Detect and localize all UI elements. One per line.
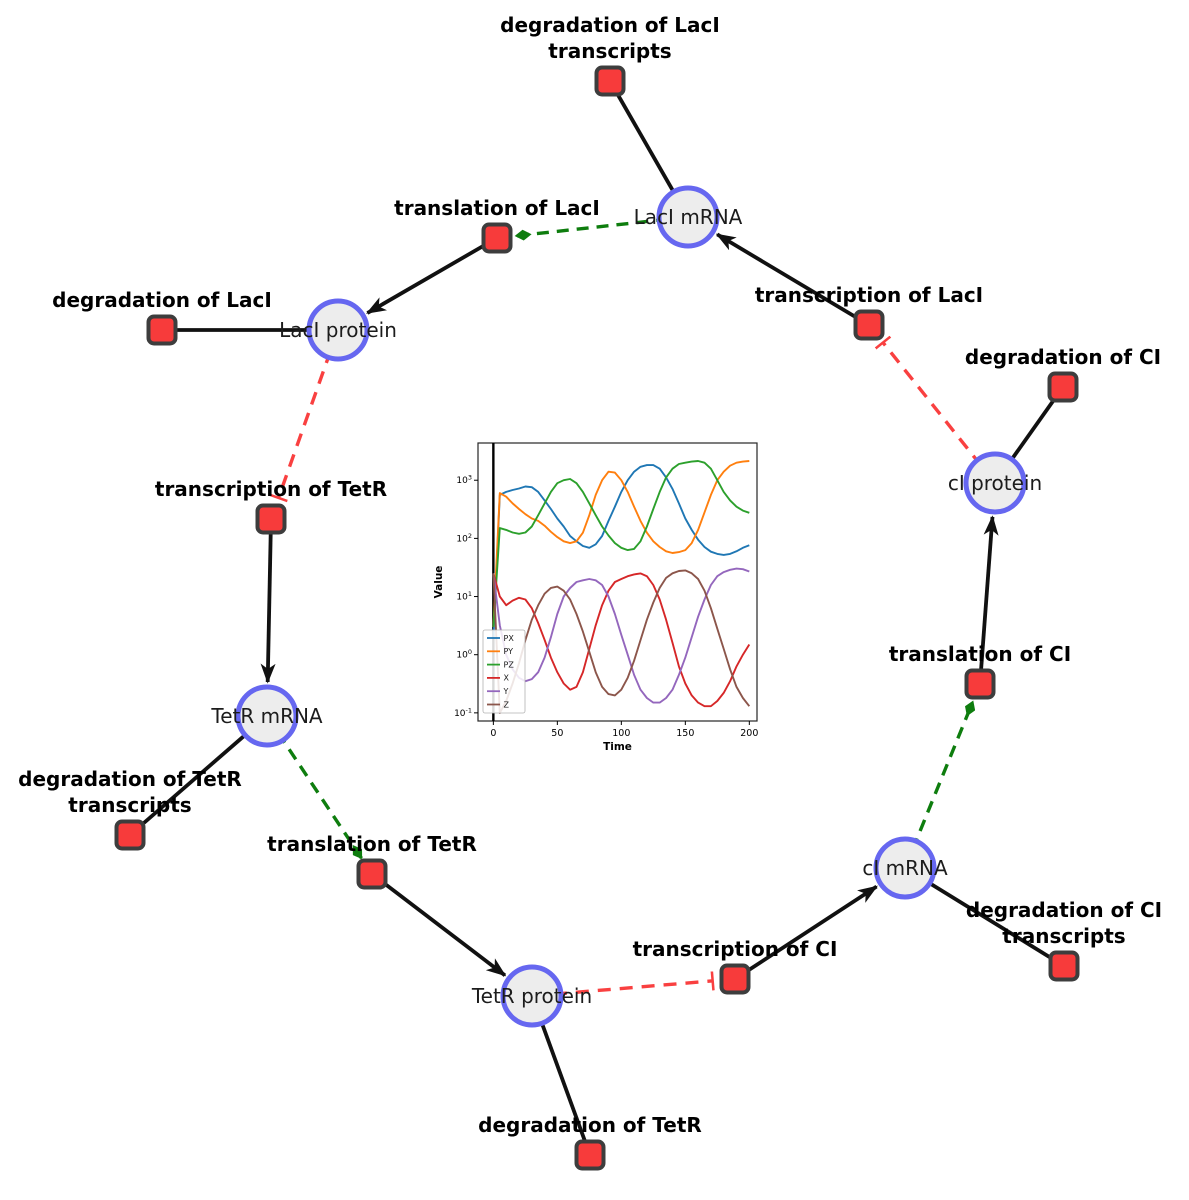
simulation-inset: 0 50 100 150 200 10-1 100 101 102 103 Time Value PX P… [430,423,780,768]
legend-label-PZ: PZ [504,660,515,669]
reaction-node-deg_TetR_tx [114,819,146,851]
reaction-node-txn_LacI [853,309,885,341]
legend-label-X: X [504,674,510,683]
species-node-TetR_mRNA [235,684,299,748]
x-tick-label: 100 [612,728,630,739]
reaction-node-transl_LacI [481,222,513,254]
edge-production-txn_LacI-LacI_mRNA [715,232,870,327]
reaction-node-transl_CI [964,668,996,700]
edge-production-transl_TetR-TetR_protein [370,872,507,977]
species-node-cI_mRNA [873,836,937,900]
chart-legend: PX PY PZ XYZ [482,629,526,714]
reaction-node-transl_TetR [356,858,388,890]
reaction-node-deg_LacI [146,314,178,346]
time-course-chart: 0 50 100 150 20010-1100101102103TimeValuePXP… [433,442,758,753]
x-tick-label: 150 [676,728,694,739]
y-tick-label: 10-1 [454,706,472,719]
series-line-PZ [492,460,750,627]
reaction-node-deg_CI [1047,371,1079,403]
legend-label-PY: PY [504,647,514,656]
reaction-node-txn_TetR [255,503,287,535]
series-line-PX [492,464,750,638]
y-axis-label: Value [433,566,445,599]
reaction-node-txn_CI [719,963,751,995]
x-axis-label: Time [603,741,632,753]
legend-label-Z: Z [504,700,510,709]
x-tick-label: 200 [740,728,758,739]
species-node-LacI_protein [306,298,370,362]
reaction-node-deg_TetR [574,1139,606,1171]
edge-production-transl_LacI-LacI_protein [365,236,498,315]
reaction-node-deg_CI_tx [1048,950,1080,982]
edge-production-txn_TetR-TetR_mRNA [260,518,276,684]
y-tick-label: 100 [456,648,472,661]
species-node-TetR_protein [500,964,564,1028]
species-node-LacI_mRNA [656,185,720,249]
species-node-cI_protein [963,451,1027,515]
y-tick-label: 101 [456,590,472,603]
legend-label-PX: PX [504,634,515,643]
series-line-X [492,572,751,708]
y-tick-label: 103 [456,474,472,487]
series-line-Z [492,569,751,714]
reaction-node-deg_LacI_tx [594,65,626,97]
x-tick-label: 0 [490,728,496,739]
y-tick-label: 102 [456,532,472,545]
x-tick-label: 50 [551,728,563,739]
edge-production-txn_CI-cI_mRNA [733,884,878,981]
nodes-layer [114,65,1080,1171]
legend-label-Y: Y [503,687,509,696]
edge-production-transl_CI-cI_protein [978,515,999,685]
